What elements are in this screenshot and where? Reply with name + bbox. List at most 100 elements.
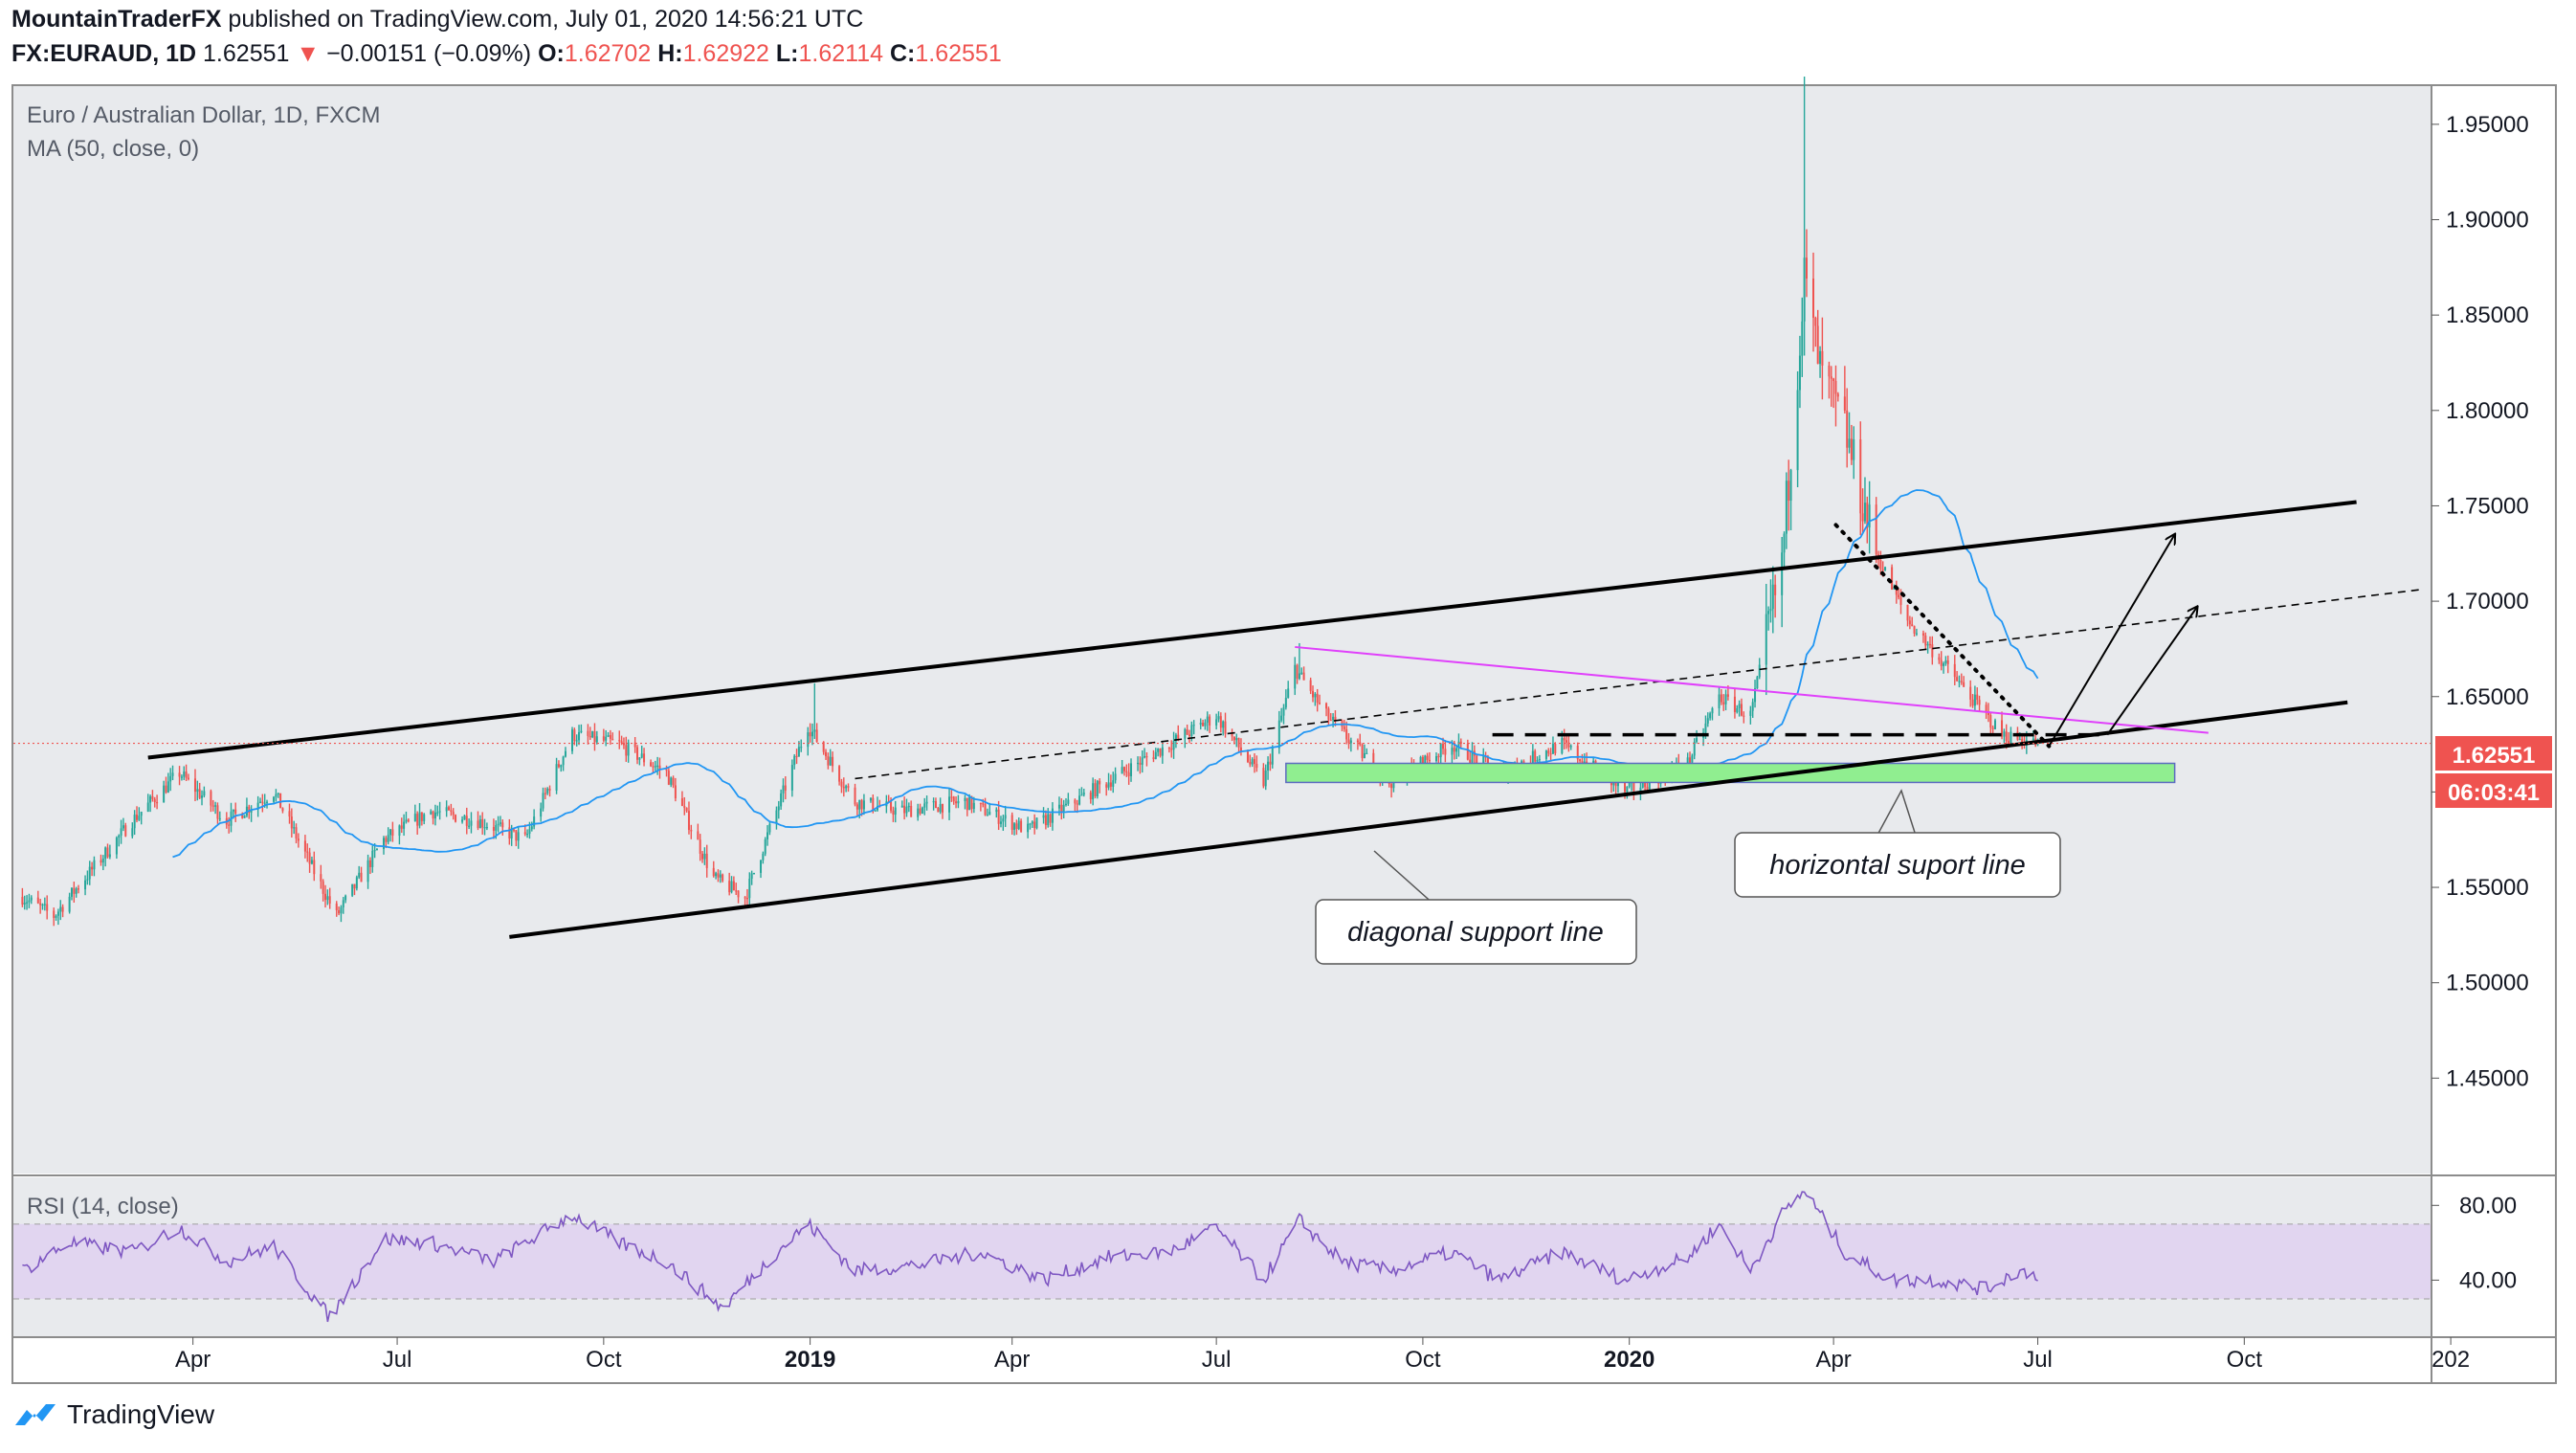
candle-body [1522, 761, 1525, 763]
candle-body [335, 903, 338, 910]
candle-body [86, 879, 89, 881]
candle-body [418, 812, 421, 826]
candle-body [705, 853, 708, 868]
candle-body [1031, 821, 1033, 824]
candle-body [1482, 755, 1485, 764]
candle-body [478, 818, 481, 829]
candle-body [360, 872, 363, 883]
candle-body [1224, 721, 1227, 734]
candle-body [373, 849, 376, 852]
candle-body [1222, 721, 1225, 728]
callout-horizontal-box [1734, 832, 2061, 898]
candle-body [1648, 777, 1651, 790]
open-label: O: [538, 40, 565, 67]
candle-body [59, 906, 62, 912]
candle-body [1913, 626, 1916, 634]
candle-body [61, 906, 64, 912]
candle-body [196, 789, 199, 793]
callout-diagonal[interactable]: diagonal support line [1315, 850, 1637, 965]
candle-body [869, 797, 872, 801]
candle-body [1010, 815, 1013, 830]
candle-body [744, 897, 746, 899]
candle-body [382, 838, 385, 850]
candle-body [797, 747, 800, 757]
candle-body [1798, 355, 1801, 391]
candle-body [445, 807, 448, 812]
main-pane[interactable] [13, 86, 2431, 1174]
candle-body [622, 743, 625, 746]
candle-body [611, 738, 614, 741]
candle-body [308, 852, 311, 864]
candle-body [1789, 470, 1792, 502]
candle-body [106, 847, 109, 858]
candle-body [1796, 390, 1799, 471]
candle-body [492, 826, 495, 831]
candle-body [1616, 782, 1619, 787]
candle-body [1471, 750, 1474, 763]
candle-body [185, 771, 188, 778]
candle-body [858, 799, 861, 810]
callout-horizontal[interactable]: horizontal suport line [1734, 789, 2061, 898]
rsi-tick-label: 40.00 [2459, 1267, 2517, 1293]
author-name[interactable]: MountainTraderFX [11, 6, 222, 33]
candle-body [1442, 744, 1445, 749]
candle-body [575, 740, 578, 742]
price-tick-label: 1.85000 [2446, 302, 2529, 328]
candle-body [737, 890, 740, 898]
candle-body [153, 798, 156, 802]
candle-body [1082, 792, 1085, 795]
rsi-legend: RSI (14, close) [27, 1194, 179, 1219]
candle-body [1551, 744, 1554, 754]
candle-body [1215, 719, 1218, 726]
candle-body [1327, 708, 1330, 721]
channel-upper-line [147, 500, 2357, 760]
candle-body [697, 831, 700, 840]
time-tick-label: Jul [1202, 1347, 1232, 1373]
candle-body [1161, 747, 1164, 756]
candle-body [562, 756, 565, 766]
candle-body [1561, 738, 1564, 754]
candle-body [138, 816, 141, 820]
candle-body [1971, 699, 1974, 706]
footer-brand[interactable]: TradingView [13, 1399, 214, 1430]
candle-body [351, 883, 354, 896]
candle-body [1042, 815, 1045, 818]
candle-body [122, 825, 124, 829]
candle-body [1781, 552, 1784, 595]
candle-body [169, 775, 172, 782]
candle-body [211, 805, 214, 807]
candle-body [1696, 737, 1699, 742]
candle-body [587, 730, 589, 736]
candle-body [903, 805, 906, 814]
candle-body [840, 781, 843, 787]
callout-horizontal-text: horizontal suport line [1769, 850, 2026, 881]
candle-body [1192, 725, 1195, 726]
candle-body [1801, 321, 1804, 356]
candle-body [1302, 672, 1305, 681]
candle-body [937, 808, 940, 813]
candle-body [984, 803, 987, 816]
time-tick-label: Jul [2023, 1347, 2053, 1373]
candle-body [1121, 767, 1123, 774]
candle-body [1457, 741, 1460, 749]
candle-body [1366, 752, 1368, 754]
candle-body [485, 826, 488, 829]
candle-body [997, 809, 1000, 824]
candle-body [1898, 594, 1900, 598]
candle-body [775, 810, 778, 824]
candle-body [1076, 803, 1078, 805]
candle-body [180, 776, 183, 778]
candle-body [1567, 742, 1570, 748]
candle-body [638, 757, 641, 760]
candle-body [1785, 481, 1788, 534]
candle-body [1943, 663, 1945, 666]
candle-body [1743, 715, 1745, 717]
candle-body [151, 795, 154, 799]
candle-body [905, 806, 908, 814]
candle-body [1639, 787, 1642, 792]
time-tick-label: Oct [586, 1347, 622, 1373]
candle-body [1828, 365, 1831, 377]
last-price-badge[interactable]: 1.62551 [2435, 736, 2552, 771]
candle-body [1724, 694, 1727, 704]
